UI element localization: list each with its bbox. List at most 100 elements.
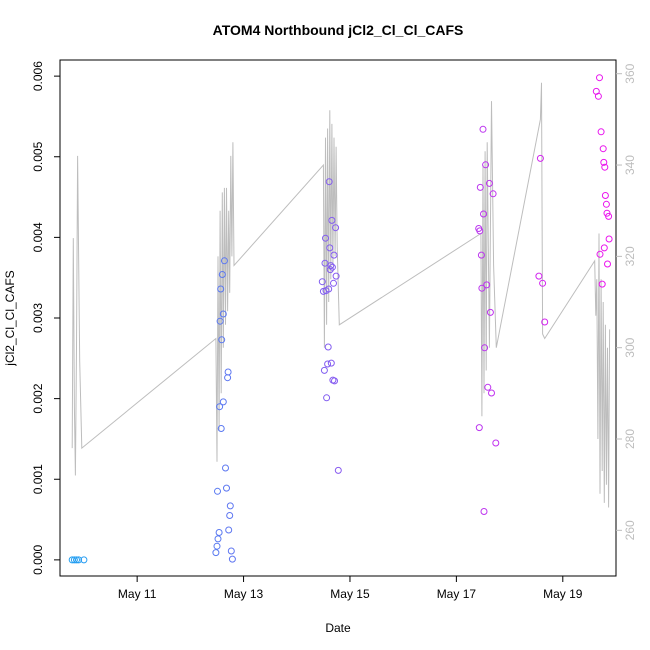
scatter-point-37 — [325, 285, 333, 293]
x-axis-label: Date — [325, 621, 351, 635]
scatter-point-19 — [222, 464, 229, 472]
scatter-point-1 — [70, 556, 78, 564]
scatter-point-62 — [482, 161, 490, 169]
y2-tick-label-2: 300 — [623, 337, 637, 357]
x-tick-label-1: May 13 — [224, 587, 264, 601]
scatter-point-60 — [480, 508, 488, 515]
scatter-point-76 — [596, 74, 603, 82]
scatter-point-84 — [601, 192, 609, 199]
scatter-point-64 — [484, 383, 492, 391]
scatter-point-22 — [224, 368, 232, 376]
scatter-point-72 — [539, 279, 547, 287]
scatter-point-59 — [480, 210, 487, 218]
scatter-point-88 — [605, 212, 613, 220]
scatter-point-9 — [215, 529, 223, 536]
scatter-point-28 — [318, 278, 326, 286]
scatter-point-87 — [604, 260, 611, 268]
scatter-point-5 — [212, 549, 220, 557]
x-tick-label-0: May 11 — [118, 587, 157, 601]
scatter-point-85 — [602, 200, 610, 208]
x-tick-label-4: May 19 — [543, 587, 583, 601]
scatter-point-15 — [219, 398, 227, 406]
scatter-point-66 — [486, 308, 494, 316]
scatter-point-42 — [327, 359, 335, 367]
scatter-point-10 — [216, 403, 224, 411]
scatter-point-21 — [224, 374, 232, 382]
scatter-point-31 — [321, 259, 329, 267]
chart-marks — [68, 74, 613, 564]
scatter-point-4 — [80, 556, 88, 564]
scatter-point-49 — [332, 224, 340, 232]
y2-tick-label-0: 260 — [623, 520, 637, 540]
y-axis-label: jCl2_Cl_Cl_CAFS — [3, 270, 17, 366]
y-tick-label-0: 0.000 — [31, 545, 45, 575]
scatter-point-7 — [214, 535, 222, 543]
scatter-point-50 — [332, 272, 340, 280]
scatter-point-26 — [227, 547, 235, 555]
scatter-point-24 — [226, 512, 234, 519]
scatter-point-53 — [475, 424, 483, 432]
scatter-point-48 — [331, 377, 338, 385]
scatter-point-30 — [320, 366, 328, 374]
y2-tick-label-5: 360 — [623, 63, 637, 83]
scatter-point-39 — [326, 244, 334, 252]
scatter-point-16 — [218, 271, 226, 278]
scatter-point-55 — [476, 183, 484, 191]
scatter-point-36 — [324, 343, 332, 351]
scatter-point-35 — [324, 360, 332, 368]
scatter-point-44 — [328, 263, 336, 271]
y-tick-label-3: 0.003 — [31, 303, 45, 333]
scatter-point-69 — [492, 439, 500, 447]
plot-frame — [59, 59, 617, 577]
y-tick-label-1: 0.001 — [31, 464, 45, 494]
scatter-point-54 — [476, 227, 484, 235]
scatter-point-8 — [214, 487, 221, 495]
scatter-point-27 — [228, 555, 236, 563]
line-series — [71, 82, 611, 508]
scatter-point-23 — [225, 526, 233, 534]
scatter-point-38 — [325, 178, 333, 186]
scatter-point-12 — [216, 317, 224, 325]
scatter-point-20 — [223, 484, 230, 492]
scatter-point-46 — [330, 279, 337, 287]
scatter-point-82 — [600, 244, 608, 252]
y-tick-label-2: 0.002 — [31, 383, 45, 413]
y2-tick-label-1: 280 — [623, 429, 637, 449]
scatter-point-14 — [218, 336, 226, 344]
scatter-point-18 — [220, 257, 228, 265]
scatter-point-73 — [541, 318, 549, 326]
scatter-point-81 — [600, 158, 608, 166]
scatter-point-89 — [605, 235, 613, 243]
scatter-point-43 — [328, 216, 336, 224]
scatter-point-67 — [488, 389, 495, 397]
y2-tick-label-4: 340 — [623, 155, 637, 175]
scatter-point-11 — [217, 425, 225, 432]
scatter-point-51 — [334, 466, 342, 474]
scatter-point-57 — [478, 284, 486, 292]
x-tick-label-3: May 17 — [437, 587, 477, 601]
scatter-point-80 — [599, 145, 607, 153]
scatter-point-25 — [226, 502, 234, 510]
scatter-point-34 — [323, 394, 331, 402]
y-tick-label-4: 0.004 — [31, 222, 45, 252]
y2-tick-label-3: 320 — [623, 246, 637, 266]
scatter-point-78 — [597, 128, 605, 136]
scatter-point-65 — [485, 179, 493, 187]
scatter-point-79 — [598, 280, 606, 288]
scatter-point-58 — [479, 125, 487, 133]
scatter-point-63 — [483, 281, 491, 289]
scatter-point-13 — [217, 285, 225, 293]
scatter-point-68 — [489, 190, 497, 198]
scatter-point-17 — [219, 310, 227, 318]
scatter-point-71 — [536, 154, 544, 162]
y-tick-label-6: 0.006 — [31, 61, 45, 91]
y-tick-label-5: 0.005 — [31, 141, 45, 171]
scatter-point-47 — [330, 251, 338, 259]
scatter-point-83 — [601, 163, 609, 171]
scatter-point-75 — [594, 92, 602, 100]
scatter-point-77 — [596, 250, 604, 258]
scatter-point-70 — [535, 272, 543, 280]
scatter-point-6 — [213, 542, 221, 550]
scatter-point-32 — [322, 234, 329, 242]
